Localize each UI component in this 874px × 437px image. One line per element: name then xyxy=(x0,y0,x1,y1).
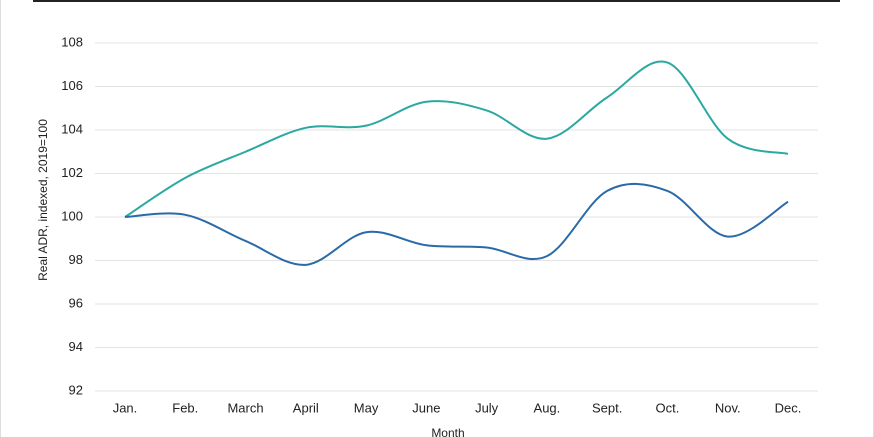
y-tick-label: 100 xyxy=(61,208,83,223)
x-tick-label: Aug. xyxy=(534,400,561,415)
y-tick-label: 106 xyxy=(61,78,83,93)
x-tick-label: Sept. xyxy=(592,400,622,415)
x-tick-label: July xyxy=(475,400,499,415)
y-axis-label: Real ADR, indexed, 2019=100 xyxy=(36,119,50,281)
x-axis-label: Month xyxy=(431,426,464,437)
x-tick-label: Jan. xyxy=(113,400,138,415)
y-tick-label: 92 xyxy=(69,382,83,397)
y-tick-label: 102 xyxy=(61,165,83,180)
x-tick-label: June xyxy=(412,400,440,415)
x-tick-label: Nov. xyxy=(715,400,741,415)
x-tick-label: Feb. xyxy=(172,400,198,415)
series-line xyxy=(124,182,789,266)
series-line xyxy=(124,60,789,218)
y-tick-label: 98 xyxy=(69,252,83,267)
y-tick-label: 104 xyxy=(61,121,83,136)
x-tick-label: April xyxy=(293,400,319,415)
x-tick-label: Oct. xyxy=(656,400,680,415)
x-tick-label: May xyxy=(354,400,379,415)
x-tick-label: Dec. xyxy=(775,400,802,415)
y-tick-label: 94 xyxy=(69,339,83,354)
y-tick-label: 108 xyxy=(61,34,83,49)
x-tick-label: March xyxy=(227,400,263,415)
y-tick-label: 96 xyxy=(69,295,83,310)
